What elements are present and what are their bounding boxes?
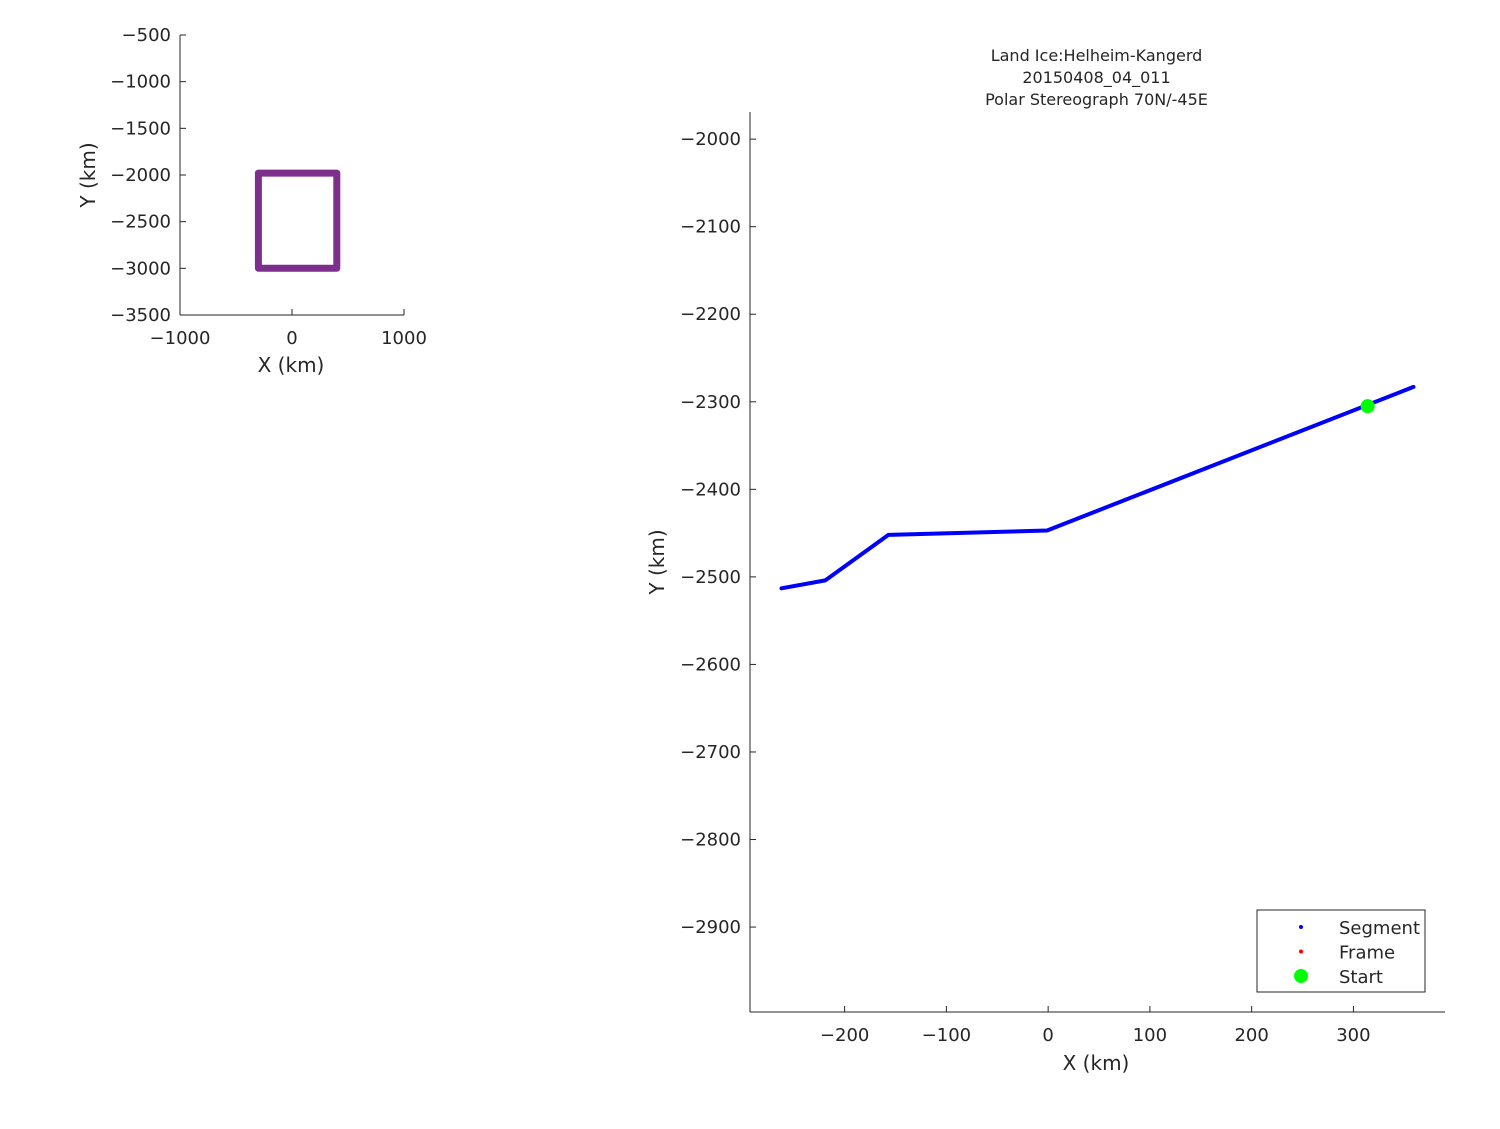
y-tick-label: −1500	[110, 118, 171, 139]
x-tick-label: −1000	[150, 328, 211, 349]
legend-marker-start	[1294, 969, 1308, 983]
y-tick-label: −2300	[680, 392, 741, 413]
overview-axes: −1000 0 1000 −500 −1000 −1500 −2000 −2500 −3000 −…	[76, 25, 427, 377]
chart-title-line: Polar Stereograph 70N/-45E	[985, 90, 1208, 109]
legend-label: Start	[1339, 967, 1383, 988]
y-tick-label: −2900	[680, 917, 741, 938]
y-axis-label: Y (km)	[76, 142, 100, 208]
x-tick-label: −100	[922, 1025, 971, 1046]
y-tick-label: −2500	[110, 212, 171, 233]
x-tick-label: 0	[286, 328, 297, 349]
legend-box	[1256, 909, 1426, 993]
y-tick-label: −500	[122, 25, 171, 46]
legend-marker-segment	[1299, 925, 1303, 929]
y-tick-label: −2000	[680, 129, 741, 150]
x-axis-label: X (km)	[258, 353, 325, 377]
y-tick-label: −2100	[680, 217, 741, 238]
legend-label: Segment	[1339, 918, 1420, 939]
y-tick-label: −2800	[680, 830, 741, 851]
y-tick-label: −3000	[110, 258, 171, 279]
x-tick-label: 0	[1042, 1025, 1053, 1046]
main-axes: −200 −100 0 100 200 300 −2000 −2100 −2200 −2300 −2…	[645, 46, 1445, 1075]
chart-title-line: 20150408_04_011	[1022, 68, 1170, 88]
x-tick-label: 300	[1336, 1025, 1370, 1046]
x-axis-label: X (km)	[1063, 1051, 1130, 1075]
x-tick-label: −200	[820, 1025, 869, 1046]
y-tick-label: −2000	[110, 165, 171, 186]
legend: Segment Frame Start	[1256, 909, 1426, 993]
y-tick-label: −3500	[110, 305, 171, 326]
y-tick-label: −2600	[680, 654, 741, 675]
track-line	[254, 169, 341, 272]
legend-label: Frame	[1339, 943, 1395, 964]
chart-title-line: Land Ice:Helheim-Kangerd	[991, 46, 1203, 65]
y-tick-label: −2200	[680, 304, 741, 325]
y-tick-label: −2500	[680, 567, 741, 588]
x-tick-label: 100	[1133, 1025, 1167, 1046]
x-tick-label: 1000	[381, 328, 427, 349]
y-tick-label: −2400	[680, 479, 741, 500]
y-axis-label: Y (km)	[645, 529, 669, 595]
start-marker	[1360, 399, 1375, 414]
legend-marker-frame	[1299, 949, 1303, 954]
y-tick-label: −2700	[680, 742, 741, 763]
segment-line	[779, 384, 1416, 591]
y-tick-label: −1000	[110, 72, 171, 93]
x-tick-label: 200	[1234, 1025, 1268, 1046]
